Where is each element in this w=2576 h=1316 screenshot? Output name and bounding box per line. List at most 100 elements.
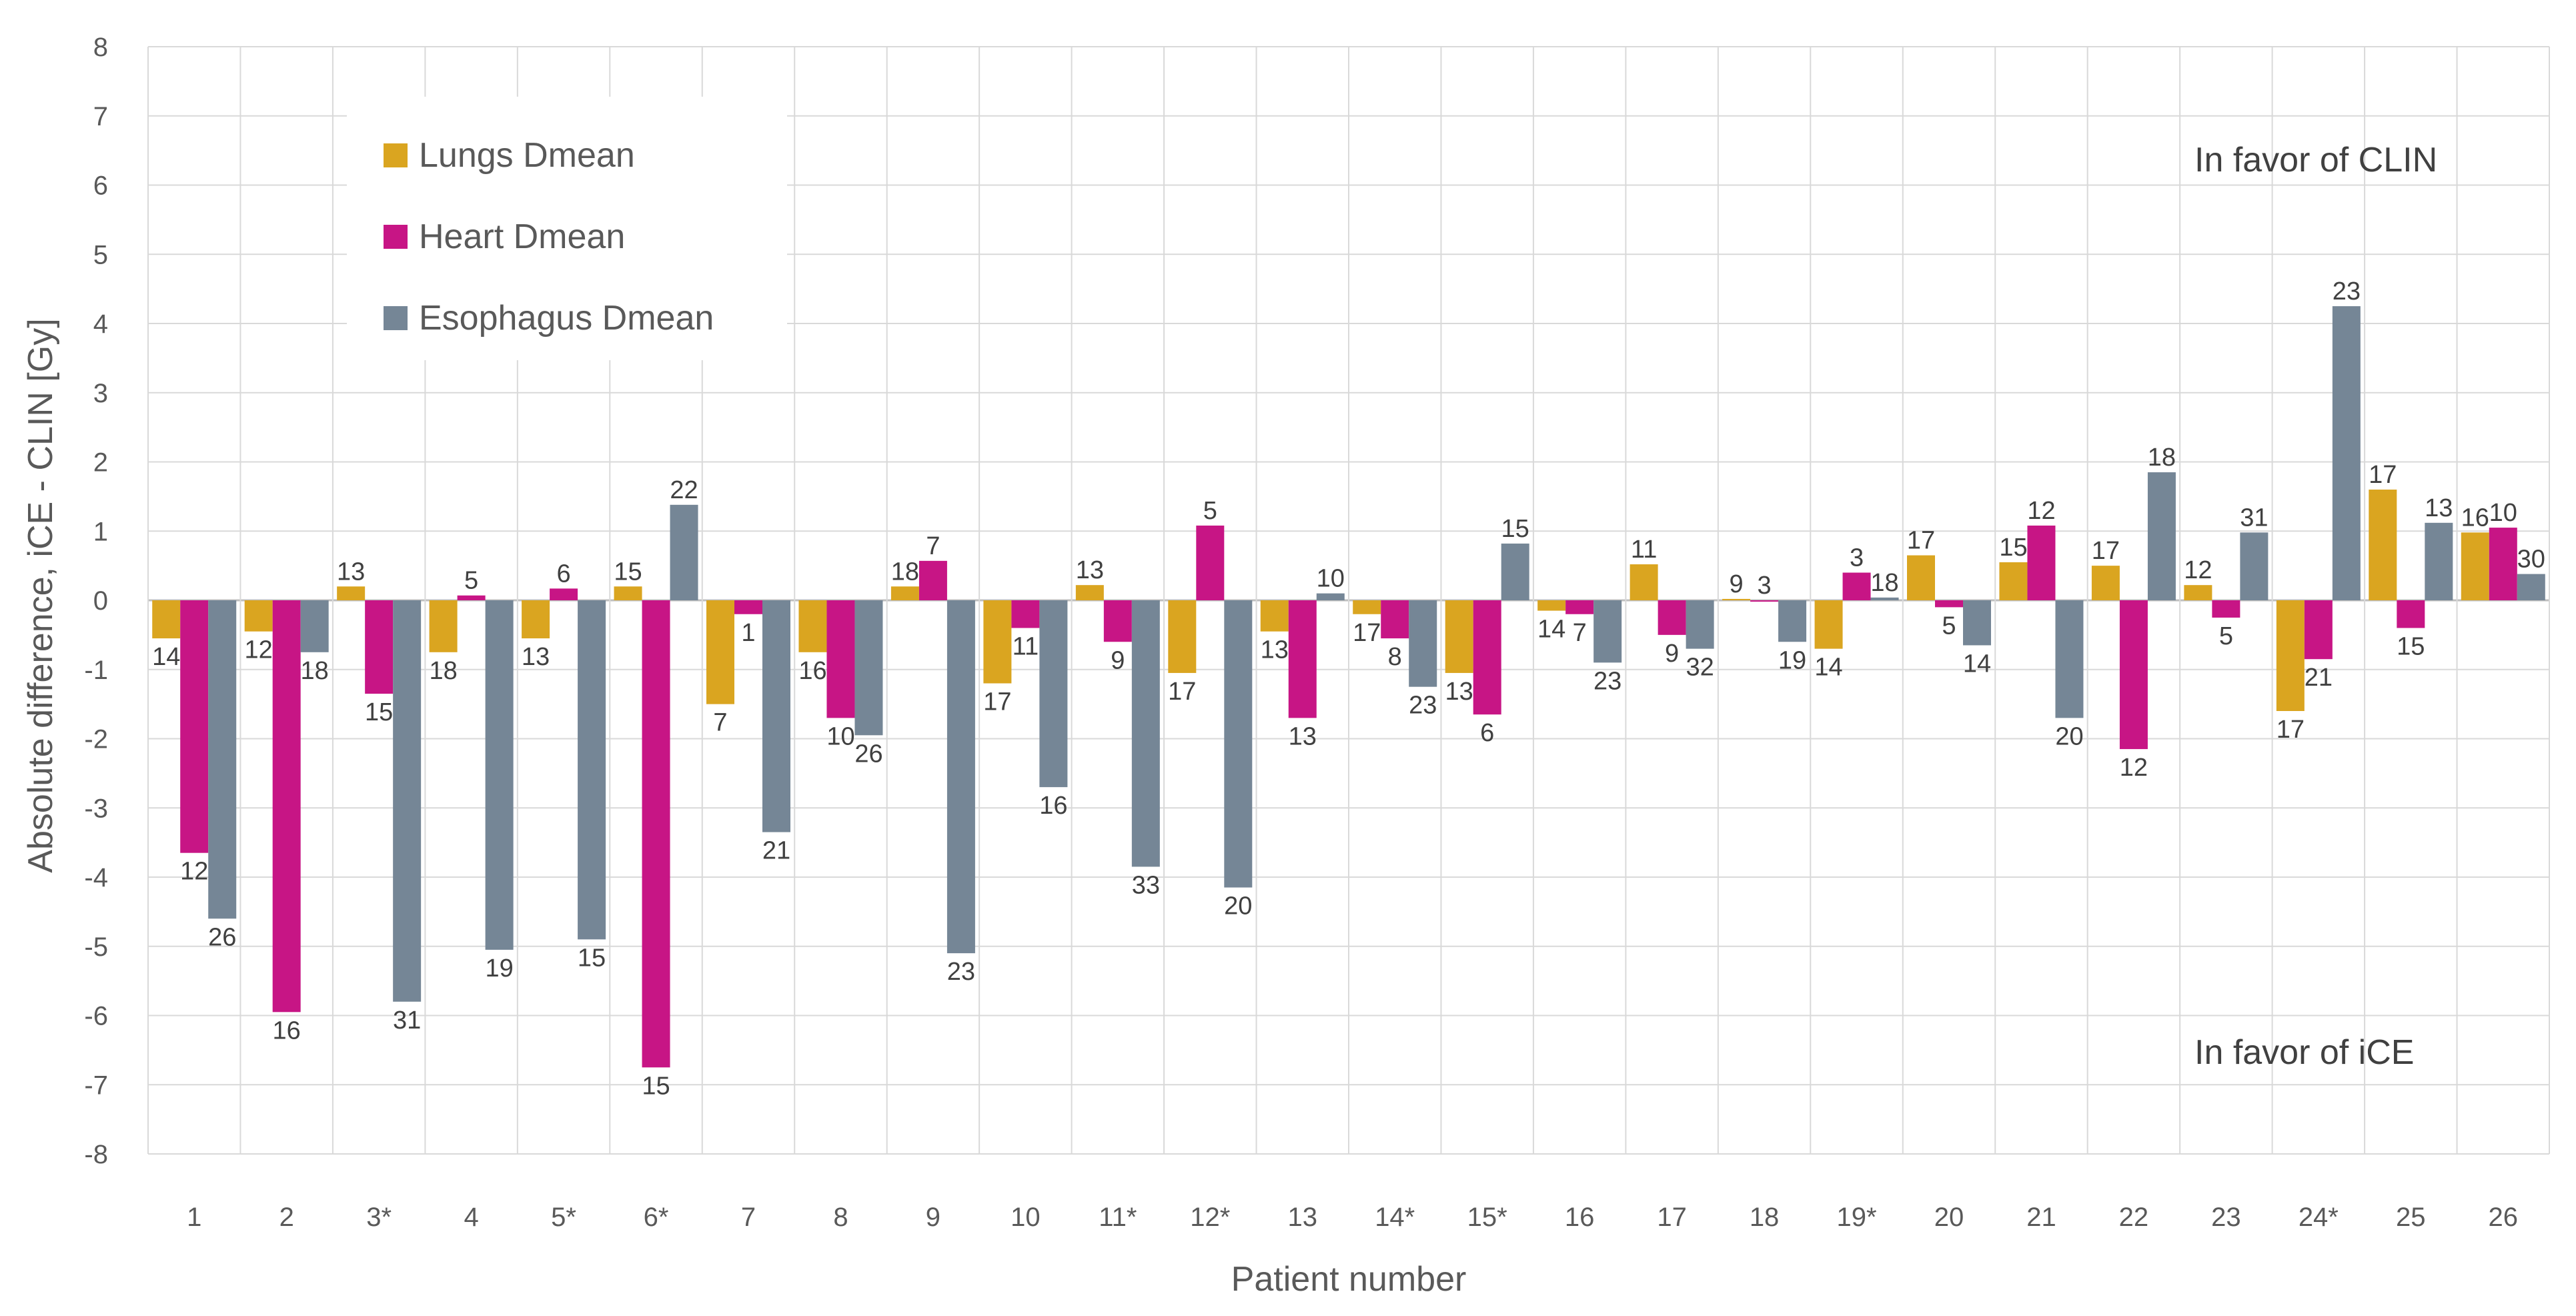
- bar-heart-13: [1288, 600, 1317, 718]
- data-label: 15: [614, 558, 642, 586]
- bar-lungs-18: [1722, 598, 1751, 600]
- y-tick-label: -1: [84, 656, 108, 685]
- x-tick-label: 2: [279, 1203, 294, 1232]
- data-label: 19: [1778, 646, 1806, 674]
- data-label: 3: [1850, 544, 1864, 572]
- data-label: 1: [741, 619, 755, 647]
- x-tick-label: 9: [926, 1203, 940, 1232]
- data-label: 16: [2461, 504, 2489, 532]
- y-tick-label: 5: [93, 240, 108, 269]
- bar-heart-25: [2397, 600, 2425, 628]
- x-tick-label: 10: [1011, 1203, 1041, 1232]
- bar-heart-20: [1935, 600, 1963, 608]
- x-tick-label: 11*: [1099, 1203, 1137, 1232]
- x-tick-label: 8: [833, 1203, 848, 1232]
- data-label: 18: [301, 657, 329, 685]
- data-label: 15: [2397, 633, 2425, 661]
- data-label: 12: [245, 636, 273, 664]
- x-tick-label: 20: [1934, 1203, 1964, 1232]
- data-label: 6: [557, 560, 571, 588]
- y-tick-label: 8: [93, 33, 108, 62]
- data-label: 13: [337, 558, 365, 586]
- data-label: 17: [2369, 461, 2397, 489]
- x-tick-label: 4: [464, 1203, 478, 1232]
- bar-heart-15: [1473, 600, 1501, 715]
- bar-lungs-4: [429, 600, 458, 652]
- bar-heart-3: [365, 600, 394, 694]
- bars: [152, 306, 2545, 1068]
- y-tick-label: -3: [84, 794, 108, 823]
- data-label: 13: [2425, 494, 2453, 522]
- data-label: 15: [365, 698, 393, 726]
- bar-heart-2: [272, 600, 301, 1013]
- y-tick-label: -5: [84, 932, 108, 962]
- bar-lungs-17: [1630, 564, 1658, 600]
- data-label: 12: [2027, 497, 2055, 525]
- x-tick-label: 5*: [551, 1203, 576, 1232]
- bar-heart-22: [2119, 600, 2148, 750]
- bar-heart-26: [2489, 528, 2517, 600]
- bar-esophagus-13: [1316, 593, 1345, 600]
- bar-esophagus-25: [2425, 522, 2453, 600]
- data-label: 20: [1224, 892, 1252, 920]
- legend-swatch-esophagus: [384, 306, 408, 330]
- bar-esophagus-1: [208, 600, 237, 919]
- data-label: 9: [1730, 570, 1744, 598]
- bar-heart-19: [1842, 572, 1871, 600]
- data-label: 26: [854, 740, 882, 768]
- data-label: 18: [891, 558, 919, 586]
- x-axis-title: Patient number: [1231, 1260, 1467, 1299]
- bar-lungs-14: [1353, 600, 1381, 614]
- bar-lungs-8: [798, 600, 827, 652]
- grid: [147, 46, 2550, 1155]
- bar-heart-17: [1658, 600, 1686, 635]
- bar-lungs-2: [244, 600, 273, 632]
- data-label: 33: [1132, 871, 1160, 899]
- data-label: 14: [1814, 654, 1842, 682]
- x-tick-label: 14*: [1375, 1203, 1415, 1232]
- data-label: 15: [578, 944, 606, 972]
- bar-esophagus-26: [2517, 574, 2545, 600]
- data-label: 7: [713, 709, 727, 737]
- data-label: 23: [1593, 667, 1622, 695]
- legend-label-esophagus: Esophagus Dmean: [419, 299, 714, 338]
- data-label: 23: [2333, 277, 2361, 305]
- x-tick-label: 26: [2489, 1203, 2519, 1232]
- x-tick-label: 12*: [1190, 1203, 1230, 1232]
- data-label: 12: [2184, 556, 2212, 584]
- data-label: 23: [1409, 692, 1437, 720]
- y-tick-label: -7: [84, 1071, 108, 1100]
- bar-esophagus-20: [1963, 600, 1991, 646]
- bar-lungs-22: [2091, 566, 2120, 600]
- bar-esophagus-24: [2332, 306, 2361, 600]
- bar-esophagus-8: [854, 600, 883, 736]
- data-label: 18: [429, 657, 457, 685]
- bar-heart-16: [1565, 600, 1594, 614]
- data-label: 6: [1480, 719, 1494, 747]
- x-tick-label: 19*: [1837, 1203, 1877, 1232]
- data-label: 21: [2305, 664, 2333, 692]
- data-label: 31: [2240, 504, 2268, 532]
- y-axis-ticks: -8 -7 -6 -5 -4 -3 -2 -1 0 1 2 3 4 5 6 7 8: [84, 33, 108, 1169]
- data-label: 8: [1388, 643, 1402, 671]
- data-label: 5: [464, 567, 478, 595]
- x-tick-label: 1: [187, 1203, 201, 1232]
- bar-heart-11: [1103, 600, 1132, 642]
- y-tick-label: -6: [84, 1002, 108, 1031]
- bar-lungs-24: [2276, 600, 2305, 711]
- x-tick-label: 6*: [644, 1203, 669, 1232]
- y-tick-label: 3: [93, 379, 108, 408]
- bar-lungs-23: [2184, 585, 2212, 600]
- data-label: 14: [1963, 650, 1991, 678]
- x-tick-label: 16: [1565, 1203, 1595, 1232]
- bar-esophagus-11: [1131, 600, 1160, 867]
- x-axis-ticks: 1 2 3* 4 5* 6* 7 8 9 10 11* 12* 13 14* 15* 16 17 18 19* 20 2…: [187, 1203, 2518, 1232]
- data-label: 30: [2517, 546, 2545, 574]
- bar-esophagus-6: [670, 504, 698, 600]
- legend-label-lungs: Lungs Dmean: [419, 136, 635, 175]
- bar-lungs-7: [706, 600, 734, 704]
- bar-heart-21: [2027, 525, 2056, 600]
- y-tick-label: 2: [93, 448, 108, 478]
- data-label: 3: [1758, 572, 1772, 600]
- bar-heart-24: [2304, 600, 2333, 660]
